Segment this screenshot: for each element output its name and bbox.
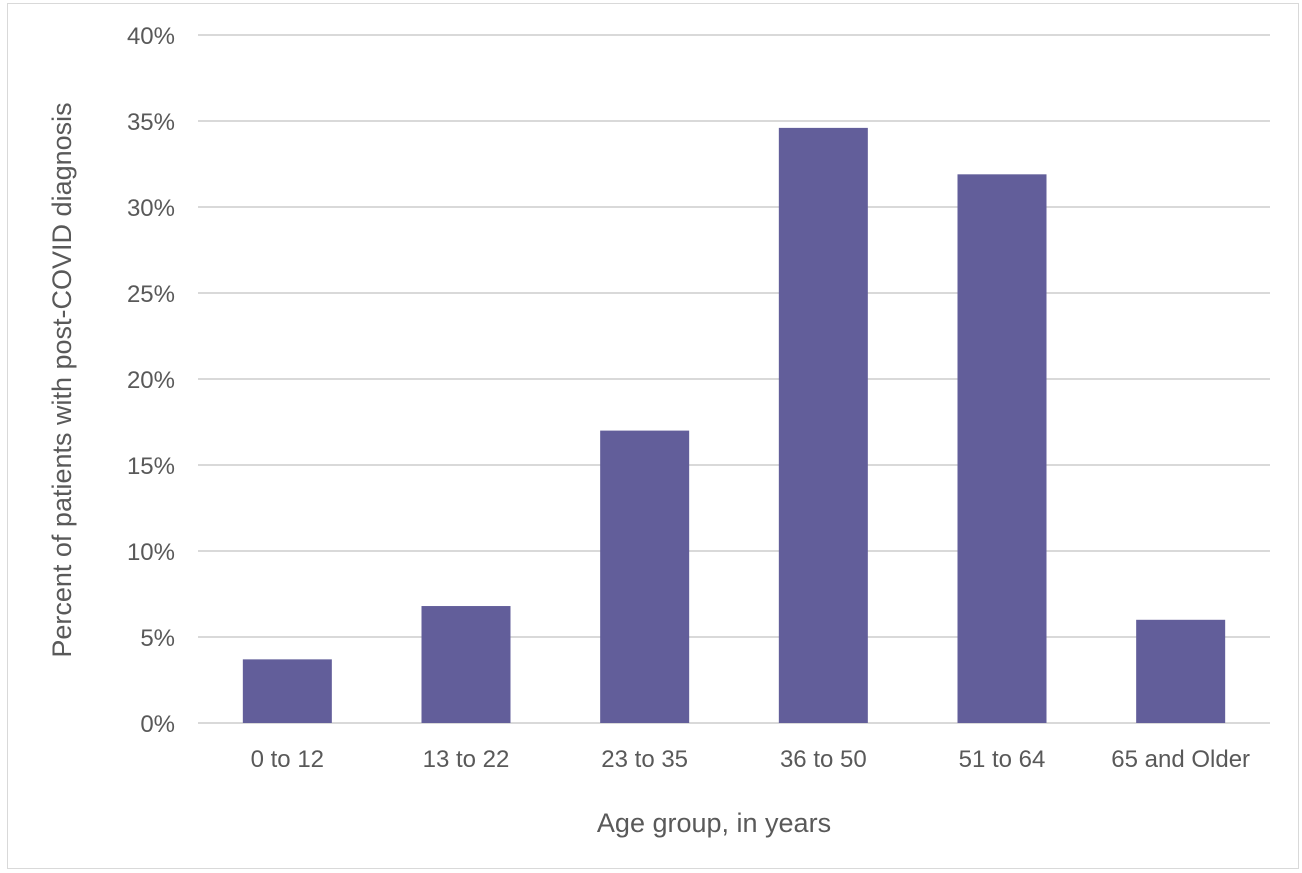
x-tick-label: 36 to 50 (780, 746, 867, 773)
y-tick-label: 25% (127, 281, 175, 308)
y-tick-label: 10% (127, 539, 175, 566)
y-tick-label: 35% (127, 109, 175, 136)
bar (1136, 619, 1226, 723)
x-tick-label: 23 to 35 (601, 746, 688, 773)
x-tick-label: 0 to 12 (251, 746, 324, 773)
bar (242, 659, 332, 723)
x-axis-title: Age group, in years (597, 808, 831, 838)
y-tick-label: 15% (127, 453, 175, 480)
y-tick-label: 30% (127, 195, 175, 222)
x-tick-label: 13 to 22 (423, 746, 510, 773)
y-tick-label: 40% (127, 23, 175, 50)
y-axis-title: Percent of patients with post-COVID diag… (47, 102, 77, 657)
x-tick-label: 51 to 64 (959, 746, 1046, 773)
bar (421, 606, 511, 723)
x-axis-ticks: 0 to 12 13 to 22 23 to 35 36 to 50 51 to 64 6… (251, 746, 1250, 773)
bars (242, 127, 1226, 723)
y-tick-label: 0% (140, 711, 175, 738)
y-tick-label: 5% (140, 625, 175, 652)
gridlines (198, 34, 1270, 724)
y-axis-ticks: 0% 5% 10% 15% 20% 25% 30% 35% 40% (127, 23, 175, 738)
bar (957, 174, 1047, 723)
bar (778, 127, 868, 723)
bar (600, 430, 690, 723)
x-tick-label: 65 and Older (1111, 746, 1250, 773)
y-tick-label: 20% (127, 367, 175, 394)
